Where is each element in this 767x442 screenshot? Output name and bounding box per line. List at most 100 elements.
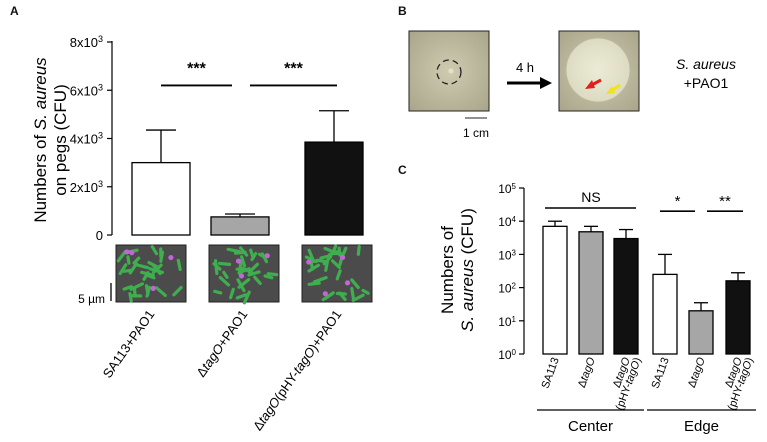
a-coccus-cell — [344, 280, 351, 286]
a-rod-cell — [253, 275, 262, 286]
a-rod-cell — [237, 278, 251, 289]
a-ytick-label: 4x103 — [70, 131, 103, 147]
c-bar-edge-1 — [688, 310, 714, 355]
c-group-label-center: Center — [568, 418, 613, 435]
a-ylabel-line2: on pegs (CFU) — [51, 84, 70, 195]
a-micrograph-0 — [115, 244, 187, 303]
a-rod-cell — [335, 291, 347, 296]
a-rod-cell — [307, 248, 316, 264]
a-bar-2 — [304, 141, 364, 236]
c-xtick-label: ΔtagO — [686, 356, 708, 390]
a-rod-cell — [134, 263, 150, 270]
a-rod-cell — [340, 246, 348, 258]
panel-letter-a: A — [10, 4, 19, 18]
a-micrograph-2 — [301, 244, 373, 303]
a-rod-cell — [129, 282, 145, 291]
a-sig-label: *** — [284, 60, 303, 77]
a-rod-cell — [217, 261, 232, 266]
a-micro-scale-label: 5 µm — [78, 292, 105, 306]
a-rod-cell — [335, 269, 342, 281]
a-rod-cell — [128, 262, 138, 275]
a-rod-cell — [229, 287, 235, 300]
c-ytick-label: 100 — [498, 348, 516, 363]
c-ytick-label: 103 — [498, 248, 516, 263]
a-bar-1 — [210, 216, 270, 236]
a-rod-cell — [213, 259, 219, 276]
a-rod-cell — [330, 259, 341, 270]
a-ytick-label: 8x103 — [70, 34, 103, 50]
a-rod-cell — [176, 258, 182, 272]
a-rod-cell — [132, 256, 141, 265]
c-sig-label-edge: ** — [719, 193, 731, 210]
c-bar-edge-2 — [725, 280, 751, 355]
a-rod-cell — [122, 285, 133, 291]
a-coccus-cell — [264, 253, 270, 259]
a-rod-cell — [312, 276, 328, 284]
a-rod-cell — [118, 263, 128, 276]
a-rod-cell — [250, 251, 258, 262]
a-rod-cell — [126, 255, 131, 265]
a-rod-cell — [350, 286, 356, 302]
a-rod-cell — [222, 270, 229, 279]
a-rod-cell — [116, 250, 127, 263]
a-rod-cell — [351, 293, 365, 302]
a-ylabel-line1: Numbers of S. aureus — [31, 57, 50, 223]
a-coccus-cell — [150, 285, 156, 291]
a-coccus-cell — [124, 249, 130, 255]
a-rod-cell — [321, 292, 334, 302]
c-ylabel-line2: S. aureus (CFU) — [458, 208, 477, 332]
a-rod-cell — [242, 290, 251, 305]
a-ytick-label: 0 — [96, 228, 103, 243]
a-rod-cell — [361, 288, 370, 295]
c-bar-center-0 — [542, 225, 568, 355]
panel-letter-b: B — [398, 4, 407, 18]
a-rod-cell — [315, 258, 328, 264]
c-sig-label-edge: * — [675, 193, 681, 210]
c-xtick-label: ΔtagO — [576, 356, 598, 390]
a-rod-cell — [356, 244, 361, 256]
a-sig-label: *** — [187, 60, 206, 77]
a-rod-cell — [350, 278, 360, 290]
c-ytick-label: 102 — [498, 281, 516, 296]
a-coccus-cell — [238, 273, 245, 279]
a-coccus-cell — [168, 254, 174, 261]
c-sig-label-ns: NS — [581, 189, 600, 205]
a-rod-cell — [213, 289, 223, 295]
a-rod-cell — [247, 270, 261, 277]
a-rod-cell — [130, 294, 143, 298]
a-ytick-label: 2x103 — [70, 179, 103, 195]
a-rod-cell — [324, 259, 330, 272]
a-ytick-label: 6x103 — [70, 82, 103, 98]
a-coccus-cell — [322, 291, 328, 297]
c-xtick-label: SA113 — [540, 356, 562, 390]
c-group-label-edge: Edge — [684, 418, 719, 435]
a-rod-cell — [247, 262, 260, 274]
a-coccus-cell — [235, 258, 242, 264]
a-rod-cell — [266, 272, 279, 277]
a-rod-cell — [226, 247, 241, 253]
a-rod-cell — [159, 250, 165, 263]
a-rod-cell — [150, 245, 159, 256]
a-rod-cell — [172, 285, 183, 297]
a-rod-cell — [240, 255, 247, 268]
a-rod-cell — [237, 267, 251, 275]
a-rod-cell — [142, 271, 150, 281]
a-rod-cell — [148, 267, 165, 274]
a-bar-0 — [131, 161, 191, 236]
a-rod-cell — [260, 252, 269, 264]
a-rod-cell — [263, 274, 274, 280]
c-ytick-label: 101 — [498, 314, 516, 329]
a-rod-cell — [145, 285, 152, 298]
c-xtick-label: SA113 — [650, 356, 672, 390]
a-rod-cell — [331, 244, 338, 254]
a-micrograph-1 — [208, 244, 280, 305]
panel-letter-c: C — [398, 163, 407, 177]
a-rod-cell — [218, 275, 231, 287]
a-rod-cell — [235, 293, 248, 300]
a-coccus-cell — [129, 250, 135, 256]
c-bar-center-2 — [613, 237, 639, 355]
a-coccus-cell — [306, 259, 312, 265]
c-ytick-label: 104 — [498, 215, 516, 230]
